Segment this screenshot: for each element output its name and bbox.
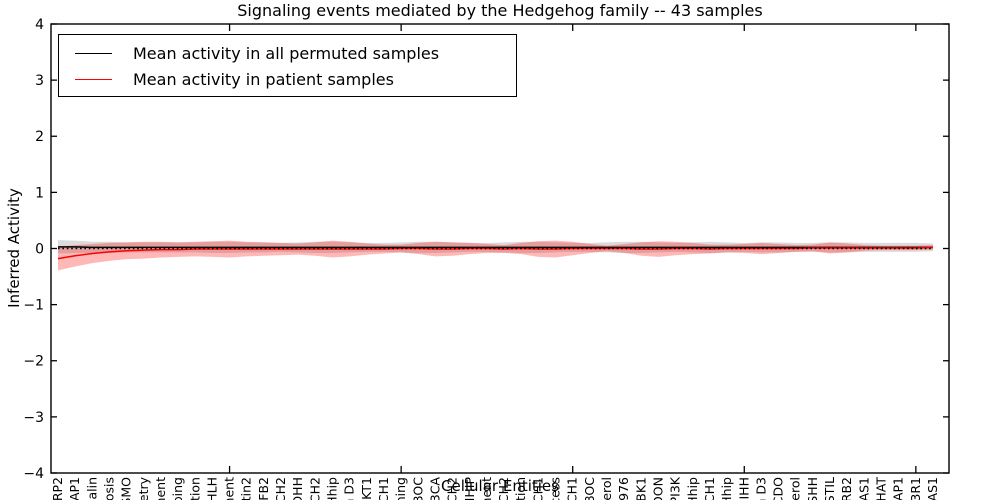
x-tick-label: GAS1 [856, 477, 871, 500]
x-tick-label: PTCH2 [307, 477, 322, 500]
x-tick-label: SMO [119, 477, 134, 500]
x-tick-label: catabolic process [548, 477, 563, 500]
x-tick-label: ADRBK1 [633, 477, 648, 500]
y-tick-label: 4 [35, 17, 44, 33]
x-tick-label: IHH N/PTCH1 [565, 477, 580, 500]
x-tick-label: mesenchymal cell differentiation [513, 477, 528, 500]
x-tick-label: PIK3R1 [908, 477, 923, 500]
x-tick-label: mol:Vitamin D3 [753, 477, 768, 500]
x-tick-label: EntrezGene:84976 [616, 477, 631, 500]
x-tick-label: SHH Np/Cholesterol/Megalin [84, 477, 99, 500]
x-tick-label: STIL [822, 477, 837, 500]
x-tick-label: HHIP [462, 477, 477, 500]
x-tick-label: determination of left/right symmetry [136, 476, 151, 500]
legend-item-patient: Mean activity in patient samples [75, 66, 516, 92]
y-tick-label: 0 [35, 241, 44, 257]
x-tick-label: pancreas development [479, 477, 494, 500]
x-tick-label: TGFB2 [256, 477, 271, 500]
x-tick-label: LRP2 [50, 477, 65, 500]
y-tick-label: −2 [23, 354, 44, 370]
x-tick-label: SMO/Vitamin D3 [342, 477, 357, 500]
x-tick-label: heart development [153, 477, 168, 500]
x-axis-label: Cellular Entities [441, 477, 559, 495]
x-tick-label: IHH [736, 477, 751, 500]
x-tick-label: skeletal system development [222, 477, 237, 500]
legend-item-permuted: Mean activity in all permuted samples [75, 40, 516, 66]
x-tick-label: PIK3CA [427, 477, 442, 500]
x-tick-label: IHH N/Hhip [685, 477, 700, 500]
x-tick-label: SHH [805, 477, 820, 500]
x-tick-label: DHH N/PTCH1 [376, 477, 391, 500]
x-tick-label: SHH Np/Cholesterol/PTCH2 [496, 477, 511, 500]
x-tick-label: SMO/beta Arrestin2 [239, 477, 254, 500]
y-tick-label: −4 [23, 466, 44, 482]
x-tick-label: PTHLH [204, 477, 219, 500]
legend-item-label: Mean activity in patient samples [133, 69, 394, 89]
x-tick-label: SHH Np/Cholesterol/CDO [771, 477, 786, 500]
permuted-line-icon [75, 52, 112, 54]
x-tick-label: CDON [650, 477, 665, 500]
y-tick-label: 3 [35, 73, 44, 89]
x-tick-label: AKT1 [359, 477, 374, 500]
x-tick-label: Megalin/LRPAP1 [67, 477, 82, 500]
patient-series-band [58, 240, 933, 271]
x-tick-label: LRPAP1 [891, 477, 906, 500]
x-tick-label: SHH Np/Cholesterol/BOC [582, 477, 597, 500]
x-tick-label: mol:Cholesterol [599, 477, 614, 500]
x-tick-label: HHAT [874, 477, 889, 500]
x-tick-label: PTCH1 [530, 477, 545, 500]
x-tick-label: SHH Np/Cholesterol/GAS1 [925, 477, 940, 500]
x-tick-label: receptor-mediated endocytosis [101, 477, 116, 500]
patient-line-icon [75, 78, 112, 80]
x-tick-label: SHH Np/Cholesterol/Hhip [719, 477, 734, 500]
permuted-series-line [58, 246, 933, 249]
y-tick-label: 1 [35, 185, 44, 201]
x-tick-label: IHH N/PTCH2 [445, 477, 460, 500]
x-tick-label: DHH N/Hhip [325, 477, 340, 500]
legend-item-label: Mean activity in all permuted samples [133, 43, 440, 63]
x-tick-label: PI3K [668, 476, 683, 500]
y-tick-label: −3 [23, 410, 44, 426]
x-tick-label: BOC [410, 477, 425, 500]
legend: Mean activity in all permuted samples Me… [58, 34, 517, 97]
x-tick-label: somite specification [187, 477, 202, 500]
chart-title: Signaling events mediated by the Hedgeho… [237, 1, 763, 20]
x-tick-label: ARRB2 [839, 477, 854, 500]
x-tick-label: DHH [290, 477, 305, 500]
x-tick-label: SHH Np/Cholesterol [788, 477, 803, 500]
y-axis-label: Inferred Activity [5, 188, 23, 308]
x-tick-label: SHH Np/Cholesterol/PTCH1 [702, 477, 717, 500]
x-tick-label: dorsoventral neural tube patterning [393, 477, 408, 500]
y-tick-label: 2 [35, 129, 44, 145]
x-tick-label: heart looping [170, 477, 185, 500]
y-tick-label: −1 [23, 298, 44, 314]
x-tick-label: DHH N/PTCH2 [273, 477, 288, 500]
